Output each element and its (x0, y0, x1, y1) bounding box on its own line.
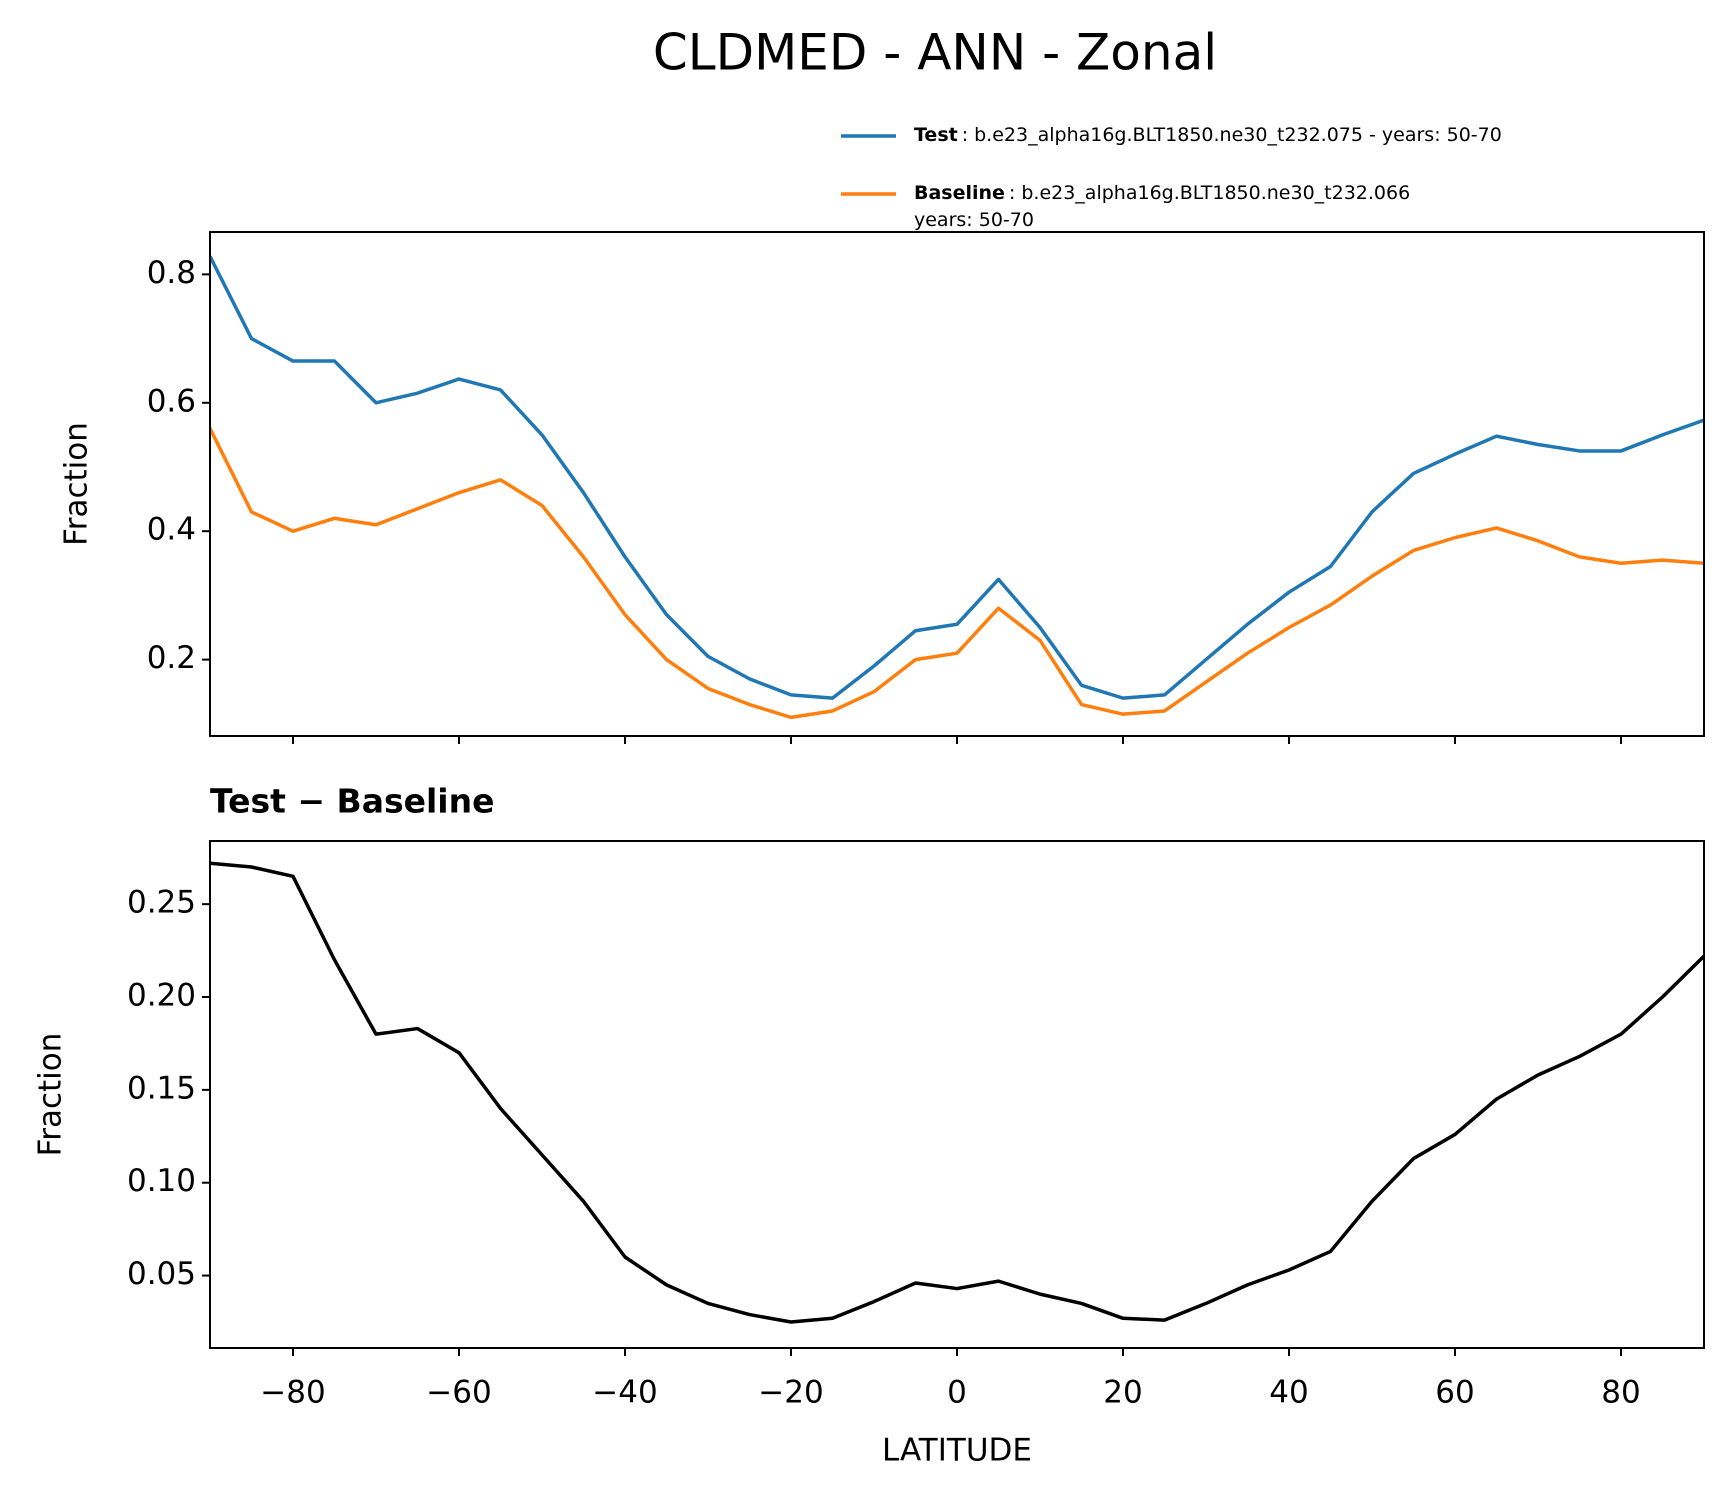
x-tick-label: 60 (1435, 1375, 1474, 1411)
y-tick-label: 0.25 (127, 885, 196, 921)
y-tick-label: 0.8 (147, 255, 196, 291)
legend-separator: : (962, 124, 968, 146)
x-tick-label: 20 (1103, 1375, 1142, 1411)
legend-description: b.e23_alpha16g.BLT1850.ne30_t232.075 - y… (974, 124, 1502, 146)
y-axis-label: Fraction (59, 422, 95, 546)
y-tick-label: 0.6 (147, 383, 196, 419)
y-tick-label: 0.2 (147, 640, 196, 676)
series-line (210, 427, 1704, 720)
legend-entry: Test: b.e23_alpha16g.BLT1850.ne30_t232.07… (914, 124, 1502, 146)
axes-frame (209, 840, 1705, 1349)
x-axis-label: LATITUDE (882, 1433, 1032, 1469)
x-tick-label: 40 (1269, 1375, 1308, 1411)
y-tick-label: 0.05 (127, 1256, 196, 1292)
legend-description: b.e23_alpha16g.BLT1850.ne30_t232.066 (1021, 182, 1410, 204)
subplot-title: Test − Baseline (210, 782, 495, 821)
axes-frame (209, 231, 1705, 737)
x-tick-label: 80 (1601, 1375, 1640, 1411)
figure-title: CLDMED - ANN - Zonal (653, 24, 1217, 82)
x-tick-label: −60 (426, 1375, 491, 1411)
x-tick-label: −20 (758, 1375, 823, 1411)
y-tick-label: 0.15 (127, 1070, 196, 1106)
series-line (210, 861, 1704, 1324)
series-line (210, 255, 1704, 700)
legend-description: years: 50-70 (914, 209, 1034, 231)
legend-name: Test (914, 124, 958, 146)
legend-name: Baseline (914, 182, 1005, 204)
x-tick-label: −80 (260, 1375, 325, 1411)
y-axis-label: Fraction (33, 1033, 69, 1157)
y-tick-label: 0.4 (147, 512, 196, 548)
y-tick-label: 0.10 (127, 1163, 196, 1199)
x-tick-label: 0 (947, 1375, 967, 1411)
legend-separator: : (1009, 182, 1015, 204)
legend-entry: Baseline: b.e23_alpha16g.BLT1850.ne30_t23… (914, 182, 1410, 231)
x-tick-label: −40 (592, 1375, 657, 1411)
y-tick-label: 0.20 (127, 978, 196, 1014)
